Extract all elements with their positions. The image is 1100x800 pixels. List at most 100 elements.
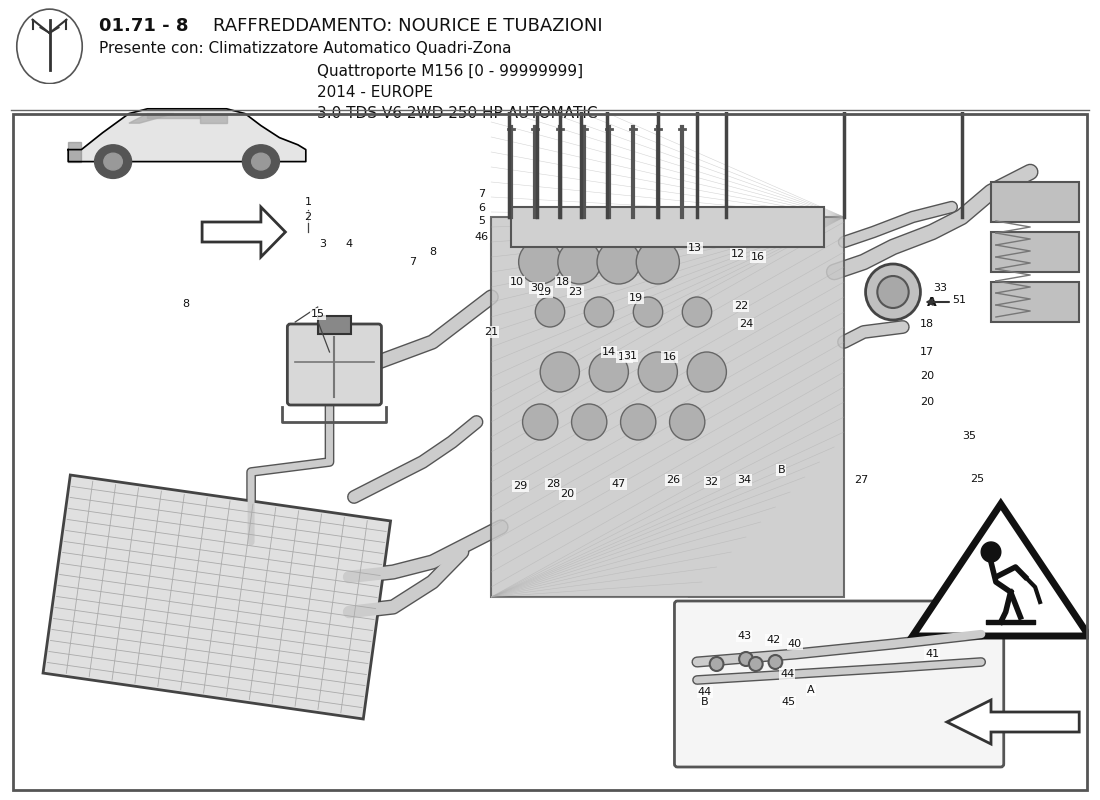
Text: B: B <box>778 465 785 475</box>
Bar <box>318 316 351 334</box>
Text: 18: 18 <box>556 277 570 287</box>
Text: 6: 6 <box>477 203 485 213</box>
Polygon shape <box>202 207 285 257</box>
Circle shape <box>620 404 656 440</box>
Circle shape <box>242 145 279 178</box>
Text: 25: 25 <box>970 474 985 484</box>
Text: 21: 21 <box>484 327 498 337</box>
Text: Quattroporte M156 [0 - 99999999]: Quattroporte M156 [0 - 99999999] <box>317 64 583 79</box>
Text: 24: 24 <box>739 319 754 329</box>
Text: 7: 7 <box>409 257 417 267</box>
Text: RAFFREDDAMENTO: NOURICE E TUBAZIONI: RAFFREDDAMENTO: NOURICE E TUBAZIONI <box>213 18 603 35</box>
Text: 2: 2 <box>305 212 311 222</box>
Circle shape <box>597 240 640 284</box>
Polygon shape <box>129 114 174 123</box>
Text: 41: 41 <box>925 649 939 659</box>
Text: 4: 4 <box>345 239 353 249</box>
Text: 44: 44 <box>780 669 794 679</box>
Circle shape <box>95 145 132 178</box>
Text: 42: 42 <box>767 635 781 645</box>
Bar <box>991 282 1079 322</box>
Bar <box>991 232 1079 272</box>
Text: 20: 20 <box>561 489 574 499</box>
Text: 44: 44 <box>697 687 712 697</box>
Circle shape <box>558 240 601 284</box>
Text: 10: 10 <box>509 277 524 287</box>
Text: 01.71 - 8: 01.71 - 8 <box>99 18 195 35</box>
Circle shape <box>749 657 762 671</box>
Bar <box>991 182 1079 222</box>
Text: 18: 18 <box>921 319 934 329</box>
Circle shape <box>878 276 909 308</box>
Text: 19: 19 <box>538 287 552 297</box>
Text: 8: 8 <box>429 247 436 257</box>
Text: Presente con: Climatizzatore Automatico Quadri-Zona: Presente con: Climatizzatore Automatico … <box>99 41 512 56</box>
Text: 51: 51 <box>953 295 967 305</box>
Circle shape <box>688 352 726 392</box>
Text: 34: 34 <box>737 475 751 485</box>
Text: 15: 15 <box>310 309 324 319</box>
Text: 26: 26 <box>667 475 681 485</box>
Text: 16: 16 <box>662 352 676 362</box>
Text: 28: 28 <box>546 479 560 489</box>
Text: 17: 17 <box>921 347 934 357</box>
Circle shape <box>103 154 122 170</box>
Text: 31: 31 <box>624 351 637 361</box>
Circle shape <box>572 404 607 440</box>
Circle shape <box>769 655 782 669</box>
Circle shape <box>638 352 678 392</box>
Polygon shape <box>947 700 1079 744</box>
Circle shape <box>590 352 628 392</box>
Text: A: A <box>927 295 937 309</box>
Text: A: A <box>807 685 814 695</box>
Text: 12: 12 <box>732 249 745 259</box>
Text: 22: 22 <box>734 301 748 311</box>
Text: 43: 43 <box>737 631 751 641</box>
Text: 35: 35 <box>962 431 977 441</box>
Text: 8: 8 <box>182 299 189 309</box>
Text: 47: 47 <box>612 479 626 489</box>
Polygon shape <box>200 114 227 123</box>
Circle shape <box>540 352 580 392</box>
Text: 16: 16 <box>751 252 764 262</box>
Text: 23: 23 <box>569 287 583 297</box>
Circle shape <box>252 154 271 170</box>
Circle shape <box>584 297 614 327</box>
Text: 33: 33 <box>933 283 947 293</box>
Text: 3: 3 <box>319 239 326 249</box>
Circle shape <box>518 240 562 284</box>
Bar <box>43 475 390 719</box>
Circle shape <box>710 657 724 671</box>
Text: 32: 32 <box>705 477 718 487</box>
Bar <box>510 207 824 247</box>
Text: 20: 20 <box>921 397 934 407</box>
Text: 3.0 TDS V6 2WD 250 HP AUTOMATIC: 3.0 TDS V6 2WD 250 HP AUTOMATIC <box>317 106 597 121</box>
Circle shape <box>739 652 752 666</box>
Circle shape <box>536 297 564 327</box>
Polygon shape <box>147 114 200 118</box>
Text: 1: 1 <box>305 197 311 207</box>
Text: 27: 27 <box>855 475 869 485</box>
Polygon shape <box>68 109 306 162</box>
Circle shape <box>522 404 558 440</box>
Bar <box>492 217 844 597</box>
Circle shape <box>981 542 1001 562</box>
Polygon shape <box>913 504 1089 636</box>
Text: 29: 29 <box>514 481 528 491</box>
Text: 19: 19 <box>629 293 644 303</box>
Text: 46: 46 <box>474 232 488 242</box>
Text: 20: 20 <box>921 371 934 381</box>
Text: 30: 30 <box>530 283 544 293</box>
Text: 40: 40 <box>788 639 802 649</box>
Circle shape <box>682 297 712 327</box>
Text: 14: 14 <box>602 347 616 357</box>
Polygon shape <box>68 142 81 162</box>
Text: 7: 7 <box>477 189 485 199</box>
Text: 2014 - EUROPE: 2014 - EUROPE <box>317 85 433 100</box>
Circle shape <box>670 404 705 440</box>
FancyBboxPatch shape <box>287 324 382 405</box>
FancyBboxPatch shape <box>674 601 1003 767</box>
Circle shape <box>866 264 921 320</box>
Text: 45: 45 <box>781 697 795 707</box>
Text: 13: 13 <box>688 243 702 253</box>
